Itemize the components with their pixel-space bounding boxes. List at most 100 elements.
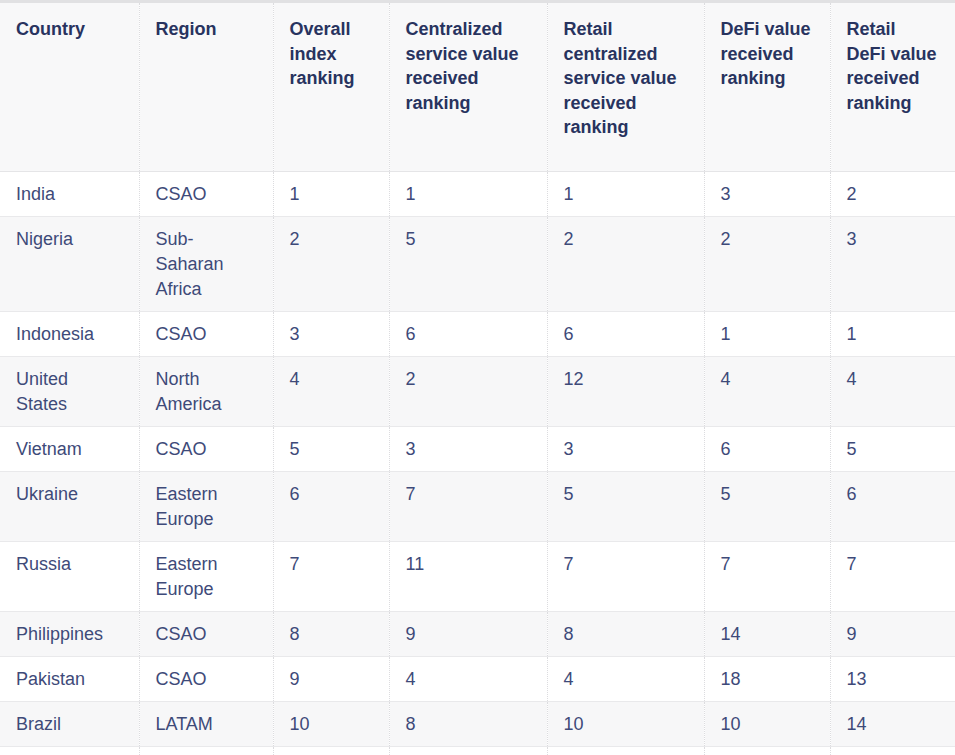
cell-retail-centralized-service-value-received-ranking: 7 [547,541,704,611]
cell-centralized-service-value-received-ranking: 2 [389,356,547,426]
table-row-vietnam: VietnamCSAO53365 [0,426,955,471]
table-row-ukraine: UkraineEastern Europe67556 [0,471,955,541]
cell-overall-index-ranking: 7 [273,541,389,611]
cell-centralized-service-value-received-ranking: 4 [389,656,547,701]
cell-centralized-service-value-received-ranking: 11 [389,541,547,611]
cell-region: North America [139,356,273,426]
cell-retail-centralized-service-value-received-ranking: 1 [547,171,704,216]
cell-region: Sub-Saharan Africa [139,216,273,311]
cell-country: Vietnam [0,426,139,471]
cell-retail-centralized-service-value-received-ranking: 10 [547,701,704,746]
table-row-brazil: BrazilLATAM108101014 [0,701,955,746]
cell-centralized-service-value-received-ranking: 7 [389,471,547,541]
cell-overall-index-ranking: 8 [273,611,389,656]
column-header-overall-index-ranking: Overall index ranking [273,2,389,172]
table-row-partial [0,746,955,755]
cell-defi-value-received-ranking: 4 [704,356,830,426]
cell-country: Philippines [0,611,139,656]
cell-region: LATAM [139,701,273,746]
column-header-defi-value-received-ranking: DeFi value received ranking [704,2,830,172]
cell-country: Nigeria [0,216,139,311]
cell-retail-defi-value-received-ranking: 9 [830,611,955,656]
cell-overall-index-ranking: 5 [273,426,389,471]
cell-country: Indonesia [0,311,139,356]
cell-overall-index-ranking: 6 [273,471,389,541]
cell-defi-value-received-ranking: 1 [704,311,830,356]
cell-empty [704,746,830,755]
cell-country: Brazil [0,701,139,746]
cell-centralized-service-value-received-ranking: 3 [389,426,547,471]
cell-retail-defi-value-received-ranking: 13 [830,656,955,701]
cell-centralized-service-value-received-ranking: 5 [389,216,547,311]
cell-overall-index-ranking: 10 [273,701,389,746]
cell-region: CSAO [139,656,273,701]
cell-centralized-service-value-received-ranking: 6 [389,311,547,356]
cell-centralized-service-value-received-ranking: 1 [389,171,547,216]
table-row-pakistan: PakistanCSAO9441813 [0,656,955,701]
table-row-united-states: United StatesNorth America421244 [0,356,955,426]
table-row-indonesia: IndonesiaCSAO36611 [0,311,955,356]
column-header-country: Country [0,2,139,172]
cell-centralized-service-value-received-ranking: 8 [389,701,547,746]
table-header: CountryRegionOverall index rankingCentra… [0,2,955,172]
cell-retail-defi-value-received-ranking: 1 [830,311,955,356]
cell-empty [547,746,704,755]
cell-overall-index-ranking: 4 [273,356,389,426]
cell-region: Eastern Europe [139,541,273,611]
cell-retail-defi-value-received-ranking: 14 [830,701,955,746]
cell-empty [830,746,955,755]
cell-retail-defi-value-received-ranking: 3 [830,216,955,311]
cell-region: CSAO [139,171,273,216]
table-row-nigeria: NigeriaSub-Saharan Africa25223 [0,216,955,311]
column-header-retail-centralized-service-value-received-ranking: Retail centralized service value receive… [547,2,704,172]
crypto-adoption-rankings-table: CountryRegionOverall index rankingCentra… [0,0,955,755]
table-row-india: IndiaCSAO11132 [0,171,955,216]
cell-centralized-service-value-received-ranking: 9 [389,611,547,656]
cell-retail-centralized-service-value-received-ranking: 5 [547,471,704,541]
cell-country: India [0,171,139,216]
cell-defi-value-received-ranking: 3 [704,171,830,216]
cell-region: CSAO [139,611,273,656]
cell-country: Russia [0,541,139,611]
cell-overall-index-ranking: 3 [273,311,389,356]
column-header-retail-defi-value-received-ranking: Retail DeFi value received ranking [830,2,955,172]
cell-empty [0,746,139,755]
cell-overall-index-ranking: 2 [273,216,389,311]
table-row-philippines: PhilippinesCSAO898149 [0,611,955,656]
cell-country: Pakistan [0,656,139,701]
cell-defi-value-received-ranking: 14 [704,611,830,656]
column-header-centralized-service-value-received-ranking: Centralized service value received ranki… [389,2,547,172]
cell-defi-value-received-ranking: 7 [704,541,830,611]
cell-retail-defi-value-received-ranking: 5 [830,426,955,471]
cell-retail-defi-value-received-ranking: 7 [830,541,955,611]
cell-region: Eastern Europe [139,471,273,541]
cell-empty [273,746,389,755]
cell-overall-index-ranking: 1 [273,171,389,216]
cell-defi-value-received-ranking: 18 [704,656,830,701]
cell-retail-defi-value-received-ranking: 4 [830,356,955,426]
cell-defi-value-received-ranking: 5 [704,471,830,541]
crypto-adoption-index-table-viewport: CountryRegionOverall index rankingCentra… [0,0,955,755]
cell-empty [139,746,273,755]
cell-defi-value-received-ranking: 2 [704,216,830,311]
cell-retail-centralized-service-value-received-ranking: 2 [547,216,704,311]
column-header-region: Region [139,2,273,172]
cell-overall-index-ranking: 9 [273,656,389,701]
cell-region: CSAO [139,311,273,356]
cell-retail-defi-value-received-ranking: 2 [830,171,955,216]
cell-empty [389,746,547,755]
cell-defi-value-received-ranking: 10 [704,701,830,746]
cell-retail-centralized-service-value-received-ranking: 6 [547,311,704,356]
cell-country: United States [0,356,139,426]
cell-retail-centralized-service-value-received-ranking: 8 [547,611,704,656]
cell-defi-value-received-ranking: 6 [704,426,830,471]
cell-retail-defi-value-received-ranking: 6 [830,471,955,541]
cell-retail-centralized-service-value-received-ranking: 3 [547,426,704,471]
cell-retail-centralized-service-value-received-ranking: 12 [547,356,704,426]
table-header-row: CountryRegionOverall index rankingCentra… [0,2,955,172]
cell-retail-centralized-service-value-received-ranking: 4 [547,656,704,701]
cell-region: CSAO [139,426,273,471]
table-row-russia: RussiaEastern Europe711777 [0,541,955,611]
table-body: IndiaCSAO11132NigeriaSub-Saharan Africa2… [0,171,955,755]
cell-country: Ukraine [0,471,139,541]
